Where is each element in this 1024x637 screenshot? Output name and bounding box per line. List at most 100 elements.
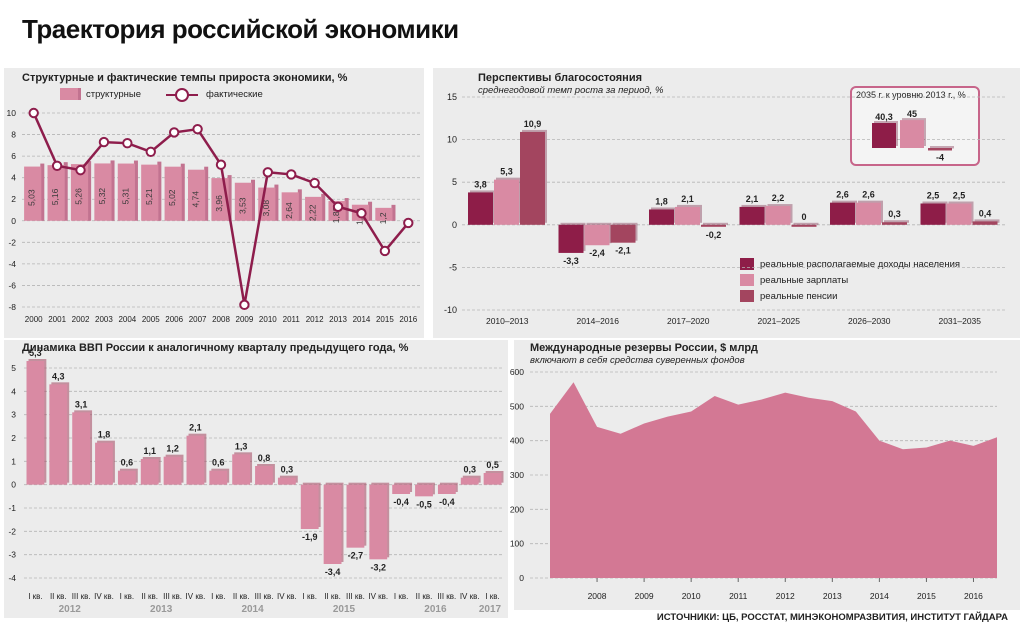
growth-structural-bar [187, 169, 206, 221]
growth-xtick-label: 2003 [95, 315, 113, 324]
growth-structural-bar [281, 192, 299, 221]
gdp-quarter-label: III кв. [163, 592, 182, 601]
welfare-xtick-label: 2021–2025 [757, 316, 800, 326]
gdp-bar [437, 484, 456, 494]
welfare-bar-label: 2,5 [953, 191, 966, 201]
gdp-title: Динамика ВВП России к аналогичному кварт… [22, 342, 409, 354]
growth-actual-point [145, 146, 156, 158]
welfare-ytick-label: -10 [444, 305, 457, 315]
page-title: Траектория российской экономики [22, 14, 459, 44]
growth-ytick-label: 10 [7, 108, 17, 118]
welfare-bar-label: -2,4 [589, 248, 605, 258]
growth-structural-bar [24, 166, 42, 221]
growth-actual-point [379, 245, 391, 257]
gdp-quarter-label: IV кв. [460, 592, 480, 601]
growth-structural-bar-side [110, 160, 115, 221]
growth-actual-point [239, 299, 250, 311]
gdp-year-label: 2014 [241, 604, 264, 615]
welfare-bar-label: 2,1 [681, 194, 694, 204]
gdp-bar-label: -2,7 [348, 551, 364, 561]
growth-ytick-label: -4 [8, 259, 16, 269]
welfare-ytick-label: 0 [452, 220, 457, 230]
gdp-bar [392, 484, 411, 494]
growth-structural-bar [164, 166, 182, 221]
welfare-bar [856, 202, 881, 225]
gdp-year-label: 2015 [333, 604, 356, 615]
growth-structural-label: 4,74 [191, 191, 201, 208]
growth-structural-bar [70, 164, 89, 221]
gdp-bar-label: 0,3 [281, 465, 294, 475]
welfare-bar-label: 1,8 [655, 196, 668, 206]
welfare-ytick-label: 5 [452, 177, 457, 187]
gdp-quarter-label: I кв. [28, 592, 42, 601]
welfare-bar-label: 5,3 [500, 167, 513, 177]
reserves-xtick-label: 2013 [823, 591, 842, 601]
legend-actual-label: фактические [206, 89, 263, 100]
gdp-bar-label: 5,3 [29, 348, 42, 358]
reserves-area [550, 382, 997, 578]
welfare-inset-bar [872, 123, 896, 148]
growth-structural-bar-side [274, 184, 279, 221]
welfare-xtick-label: 2014–2016 [576, 316, 619, 326]
growth-structural-bar [305, 196, 323, 221]
gdp-bar-label: -1,9 [302, 532, 318, 542]
gdp-quarter-label: II кв. [233, 592, 250, 601]
gdp-ytick-label: 1 [11, 456, 16, 466]
growth-actual-point [168, 127, 180, 138]
gdp-bar [49, 384, 68, 485]
welfare-bar-label: -3,3 [563, 256, 579, 266]
reserves-xtick-label: 2015 [917, 591, 936, 601]
gdp-year-label: 2013 [150, 604, 173, 615]
gdp-bar-label: 0,6 [121, 458, 134, 468]
growth-structural-label: 1,2 [378, 212, 388, 224]
welfare-bar-shadow [703, 222, 728, 225]
growth-structural-bar [375, 207, 393, 221]
growth-structural-bar-side [133, 160, 138, 221]
welfare-inset-label: -4 [936, 152, 944, 162]
growth-ytick-label: 8 [11, 130, 16, 140]
welfare-bar [882, 222, 907, 225]
welfare-bar-label: 2,2 [772, 193, 785, 203]
welfare-bar [701, 224, 726, 227]
growth-structural-label: 3,53 [237, 197, 247, 214]
reserves-ytick-label: 400 [510, 436, 524, 446]
growth-structural-bar-side [180, 163, 185, 221]
gdp-quarter-label: I кв. [211, 592, 225, 601]
gdp-quarter-label: III кв. [346, 592, 365, 601]
gdp-quarter-label: IV кв. [94, 592, 114, 601]
welfare-bar-label: 3,8 [474, 179, 487, 189]
growth-ytick-label: 6 [11, 151, 16, 161]
gdp-ytick-label: 3 [11, 410, 16, 420]
growth-xtick-label: 2010 [259, 315, 277, 324]
growth-xtick-label: 2014 [353, 315, 371, 324]
gdp-bar [323, 484, 342, 564]
welfare-title: Перспективы благосостояния [478, 72, 642, 84]
welfare-bar [675, 206, 700, 225]
growth-structural-bar-side [40, 163, 45, 221]
welfare-bar [739, 206, 765, 225]
welfare-ytick-label: 15 [447, 92, 457, 102]
growth-actual-point [51, 160, 63, 172]
reserves-xtick-label: 2012 [776, 591, 795, 601]
welfare-inset-label: 40,3 [875, 112, 893, 122]
growth-structural-label: 5,32 [97, 188, 107, 205]
welfare-ytick-label: -5 [449, 262, 457, 272]
gdp-bar [95, 442, 113, 485]
gdp-bar [346, 484, 365, 548]
gdp-quarter-label: II кв. [324, 592, 341, 601]
growth-actual-point [28, 107, 39, 119]
gdp-quarter-label: III кв. [437, 592, 456, 601]
welfare-bar-label: 10,9 [524, 119, 542, 129]
gdp-quarter-label: III кв. [72, 592, 91, 601]
reserves-ytick-label: 300 [510, 470, 524, 480]
growth-structural-bar-side [368, 201, 373, 221]
growth-structural-bar-side [391, 204, 396, 221]
welfare-xtick-label: 2026–2030 [848, 316, 891, 326]
gdp-year-label: 2016 [424, 604, 447, 615]
welfare-bar-shadow [793, 222, 819, 225]
growth-structural-label: 5,16 [50, 188, 60, 205]
growth-actual-point [75, 164, 86, 176]
gdp-bar-label: 1,1 [143, 446, 156, 456]
gdp-bar [232, 454, 251, 485]
